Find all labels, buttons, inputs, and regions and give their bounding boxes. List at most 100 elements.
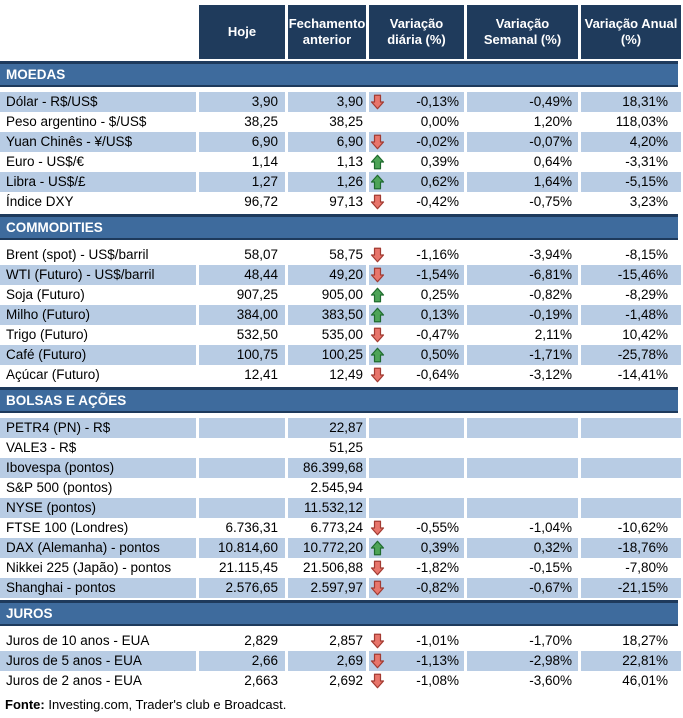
cell-hoje: 96,72 (196, 192, 285, 212)
cell-variacao-semanal: -3,60% (464, 671, 578, 691)
cell-variacao-diaria: -1,01% (366, 631, 464, 651)
variacao-diaria-value: -0,82% (416, 580, 459, 595)
cell-fechamento-anterior: 100,25 (285, 345, 366, 365)
row-label: Trigo (Futuro) (6, 327, 89, 342)
cell-fechamento-anterior: 58,75 (285, 245, 366, 265)
cell-variacao-anual: 18,31% (578, 92, 681, 112)
cell-hoje (196, 418, 285, 438)
row-label: Ibovespa (pontos) (0, 458, 196, 478)
section-title: BOLSAS E AÇÕES (6, 393, 127, 408)
cell-fechamento-anterior: 2,857 (285, 631, 366, 651)
variacao-diaria-value: 0,39% (420, 154, 459, 169)
cell-variacao-anual: 3,23% (578, 192, 681, 212)
row-label: Milho (Futuro) (0, 305, 196, 325)
cell-fechamento-anterior: 51,25 (285, 438, 366, 458)
column-header-variacao-anual: Variação Anual (%) (578, 5, 681, 59)
section-header: MOEDAS (0, 61, 678, 87)
cell-hoje: 6.736,31 (196, 518, 285, 538)
table-row: Peso argentino - $/US$ 38,25 38,25 0,00% 1,2… (0, 112, 681, 132)
cell-variacao-anual: 4,20% (578, 132, 681, 152)
cell-variacao-semanal: -2,98% (464, 651, 578, 671)
section-header: BOLSAS E AÇÕES (0, 387, 678, 413)
down-arrow-icon (370, 367, 385, 383)
down-arrow-icon (370, 134, 385, 150)
down-arrow-icon (370, 673, 385, 689)
cell-variacao-diaria: 0,39% (366, 152, 464, 172)
up-arrow-icon (370, 307, 385, 323)
table-body: MOEDAS Dólar - R$/US$ 3,90 3,90 -0,13% -0,49%… (0, 61, 683, 691)
cell-fechamento-anterior: 1,26 (285, 172, 366, 192)
table-row: Yuan Chinês - ¥/US$ 6,90 6,90 -0,02% -0,07% 4… (0, 132, 681, 152)
cell-variacao-diaria (366, 418, 464, 438)
cell-variacao-diaria: -0,02% (366, 132, 464, 152)
cell-hoje: 3,90 (196, 92, 285, 112)
cell-variacao-diaria: -1,82% (366, 558, 464, 578)
down-arrow-icon (370, 94, 385, 110)
table-row: DAX (Alemanha) - pontos 10.814,60 10.772,2… (0, 538, 681, 558)
cell-variacao-semanal: 1,20% (464, 112, 578, 132)
cell-variacao-semanal: -0,49% (464, 92, 578, 112)
cell-variacao-semanal: -1,04% (464, 518, 578, 538)
cell-variacao-diaria (366, 438, 464, 458)
cell-fechamento-anterior: 535,00 (285, 325, 366, 345)
table-row: FTSE 100 (Londres) 6.736,31 6.773,24 -0,55%… (0, 518, 681, 538)
cell-variacao-diaria: -1,54% (366, 265, 464, 285)
cell-variacao-anual: 18,27% (578, 631, 681, 651)
table-row: Juros de 10 anos - EUA 2,829 2,857 -1,01% -1… (0, 631, 681, 651)
variacao-diaria-value: -0,64% (416, 367, 459, 382)
table-row: Dólar - R$/US$ 3,90 3,90 -0,13% -0,49% 18,31% (0, 92, 681, 112)
column-header-fechamento-anterior: Fechamento anterior (285, 5, 366, 59)
table-header: Hoje Fechamento anterior Variação diária… (0, 5, 681, 59)
cell-variacao-diaria: -1,16% (366, 245, 464, 265)
cell-variacao-semanal: -0,75% (464, 192, 578, 212)
down-arrow-icon (370, 560, 385, 576)
cell-variacao-anual (578, 458, 681, 478)
cell-hoje: 2,663 (196, 671, 285, 691)
up-arrow-icon (370, 287, 385, 303)
cell-fechamento-anterior: 2.597,97 (285, 578, 366, 598)
cell-hoje: 2,66 (196, 651, 285, 671)
cell-variacao-anual: -25,78% (578, 345, 681, 365)
table-row: Trigo (Futuro) 532,50 535,00 -0,47% 2,11% 10,… (0, 325, 681, 345)
cell-fechamento-anterior: 2,69 (285, 651, 366, 671)
cell-hoje: 48,44 (196, 265, 285, 285)
cell-variacao-anual: 10,42% (578, 325, 681, 345)
variacao-diaria-value: -0,02% (416, 134, 459, 149)
table-row: Euro - US$/€ 1,14 1,13 0,39% 0,64% -3,31% (0, 152, 681, 172)
cell-variacao-semanal (464, 498, 578, 518)
cell-variacao-anual: -8,15% (578, 245, 681, 265)
cell-variacao-diaria: -0,55% (366, 518, 464, 538)
variacao-diaria-value: 0,25% (420, 287, 459, 302)
cell-fechamento-anterior: 21.506,88 (285, 558, 366, 578)
cell-variacao-diaria: 0,62% (366, 172, 464, 192)
variacao-diaria-value: 0,50% (420, 347, 459, 362)
cell-hoje: 58,07 (196, 245, 285, 265)
table-row: WTI (Futuro) - US$/barril 48,44 49,20 -1,54… (0, 265, 681, 285)
cell-fechamento-anterior: 2,692 (285, 671, 366, 691)
table-row: Ibovespa (pontos) 86.399,68 (0, 458, 681, 478)
down-arrow-icon (370, 653, 385, 669)
variacao-diaria-value: 0,62% (420, 174, 459, 189)
row-label: WTI (Futuro) - US$/barril (0, 265, 196, 285)
row-label: Brent (spot) - US$/barril (6, 247, 149, 262)
table-row: S&P 500 (pontos) 2.545,94 (0, 478, 681, 498)
cell-variacao-anual: -5,15% (578, 172, 681, 192)
row-label: Açúcar (Futuro) (6, 367, 100, 382)
cell-hoje: 12,41 (196, 365, 285, 385)
cell-variacao-anual: -18,76% (578, 538, 681, 558)
cell-variacao-diaria: -0,47% (366, 325, 464, 345)
cell-variacao-anual: -15,46% (578, 265, 681, 285)
row-label: DAX (Alemanha) - pontos (0, 538, 196, 558)
cell-fechamento-anterior: 1,13 (285, 152, 366, 172)
cell-variacao-anual: -7,80% (578, 558, 681, 578)
row-label: FTSE 100 (Londres) (6, 520, 129, 535)
variacao-diaria-value: -0,42% (416, 194, 459, 209)
column-header-variacao-diaria: Variação diária (%) (366, 5, 464, 59)
cell-variacao-semanal: -1,70% (464, 631, 578, 651)
cell-hoje (196, 458, 285, 478)
down-arrow-icon (370, 633, 385, 649)
row-label: VALE3 - R$ (6, 440, 77, 455)
row-label: Juros de 10 anos - EUA (6, 633, 150, 648)
table-row: PETR4 (PN) - R$ 22,87 (0, 418, 681, 438)
cell-variacao-anual: -21,15% (578, 578, 681, 598)
